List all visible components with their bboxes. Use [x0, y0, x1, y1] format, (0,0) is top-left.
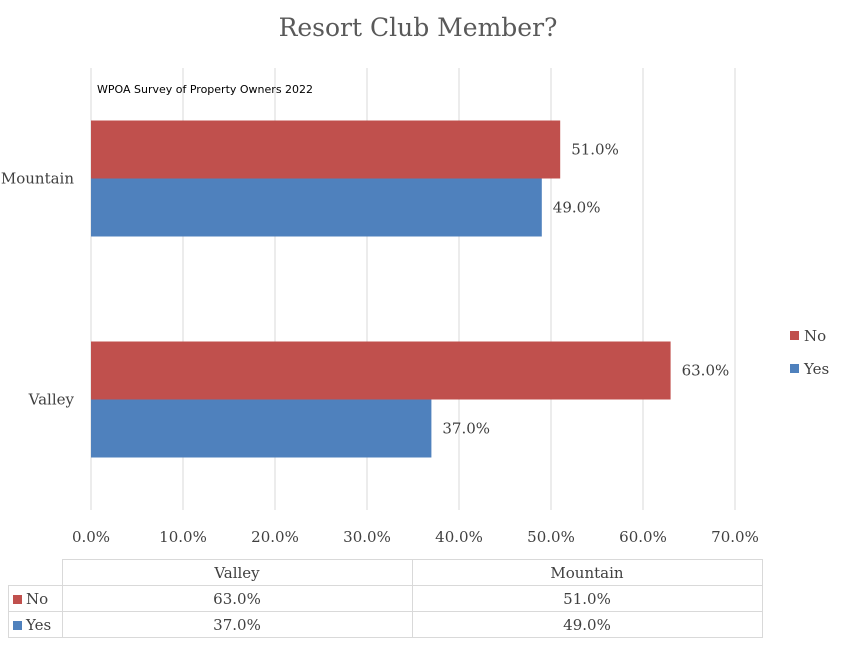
- legend: No Yes: [790, 327, 829, 378]
- table-row: Yes 37.0% 49.0%: [8, 611, 763, 638]
- table-row-header: Yes: [8, 611, 63, 638]
- table-row-label: Yes: [26, 615, 52, 634]
- legend-key-swatch: [13, 595, 22, 604]
- x-tick-label: 60.0%: [619, 528, 667, 546]
- table-row: No 63.0% 51.0%: [8, 585, 763, 612]
- table-cell: 49.0%: [411, 611, 763, 638]
- data-label: 37.0%: [442, 420, 490, 438]
- x-tick-label: 0.0%: [72, 528, 110, 546]
- x-tick-label: 10.0%: [159, 528, 207, 546]
- table-cell: 37.0%: [61, 611, 413, 638]
- bar-no-valley: [91, 341, 671, 400]
- data-label: 49.0%: [553, 199, 601, 217]
- legend-label: No: [804, 327, 826, 345]
- chart-title: Resort Club Member?: [279, 13, 558, 42]
- table-column-header: Valley: [61, 559, 413, 586]
- x-tick-label: 30.0%: [343, 528, 391, 546]
- table-cell: 51.0%: [411, 585, 763, 612]
- bar-no-mountain: [91, 120, 561, 179]
- table-corner: [8, 559, 63, 586]
- table-row-header: No: [8, 585, 63, 612]
- legend-swatch: [790, 331, 799, 340]
- bars: [91, 120, 671, 458]
- source-annotation: WPOA Survey of Property Owners 2022: [97, 83, 313, 96]
- category-labels: Mountain Valley: [1, 170, 75, 409]
- category-label: Valley: [28, 391, 75, 409]
- category-label: Mountain: [1, 170, 74, 188]
- data-labels: 51.0% 49.0% 63.0% 37.0%: [442, 141, 729, 438]
- x-axis-ticks: 0.0% 10.0% 20.0% 30.0% 40.0% 50.0% 60.0% 70.0%: [72, 528, 759, 546]
- x-tick-label: 70.0%: [711, 528, 759, 546]
- table-column-header: Mountain: [411, 559, 763, 586]
- bar-yes-valley: [91, 399, 432, 458]
- bar-yes-mountain: [91, 178, 542, 237]
- x-tick-label: 20.0%: [251, 528, 299, 546]
- x-tick-label: 40.0%: [435, 528, 483, 546]
- legend-key-swatch: [13, 621, 22, 630]
- data-table: Valley Mountain No 63.0% 51.0% Yes 37.0% 49.0%: [8, 559, 763, 638]
- legend-label: Yes: [803, 360, 829, 378]
- data-label: 63.0%: [682, 362, 730, 380]
- data-label: 51.0%: [571, 141, 619, 159]
- legend-swatch: [790, 364, 799, 373]
- x-tick-label: 50.0%: [527, 528, 575, 546]
- table-cell: 63.0%: [61, 585, 413, 612]
- table-row-label: No: [26, 589, 49, 608]
